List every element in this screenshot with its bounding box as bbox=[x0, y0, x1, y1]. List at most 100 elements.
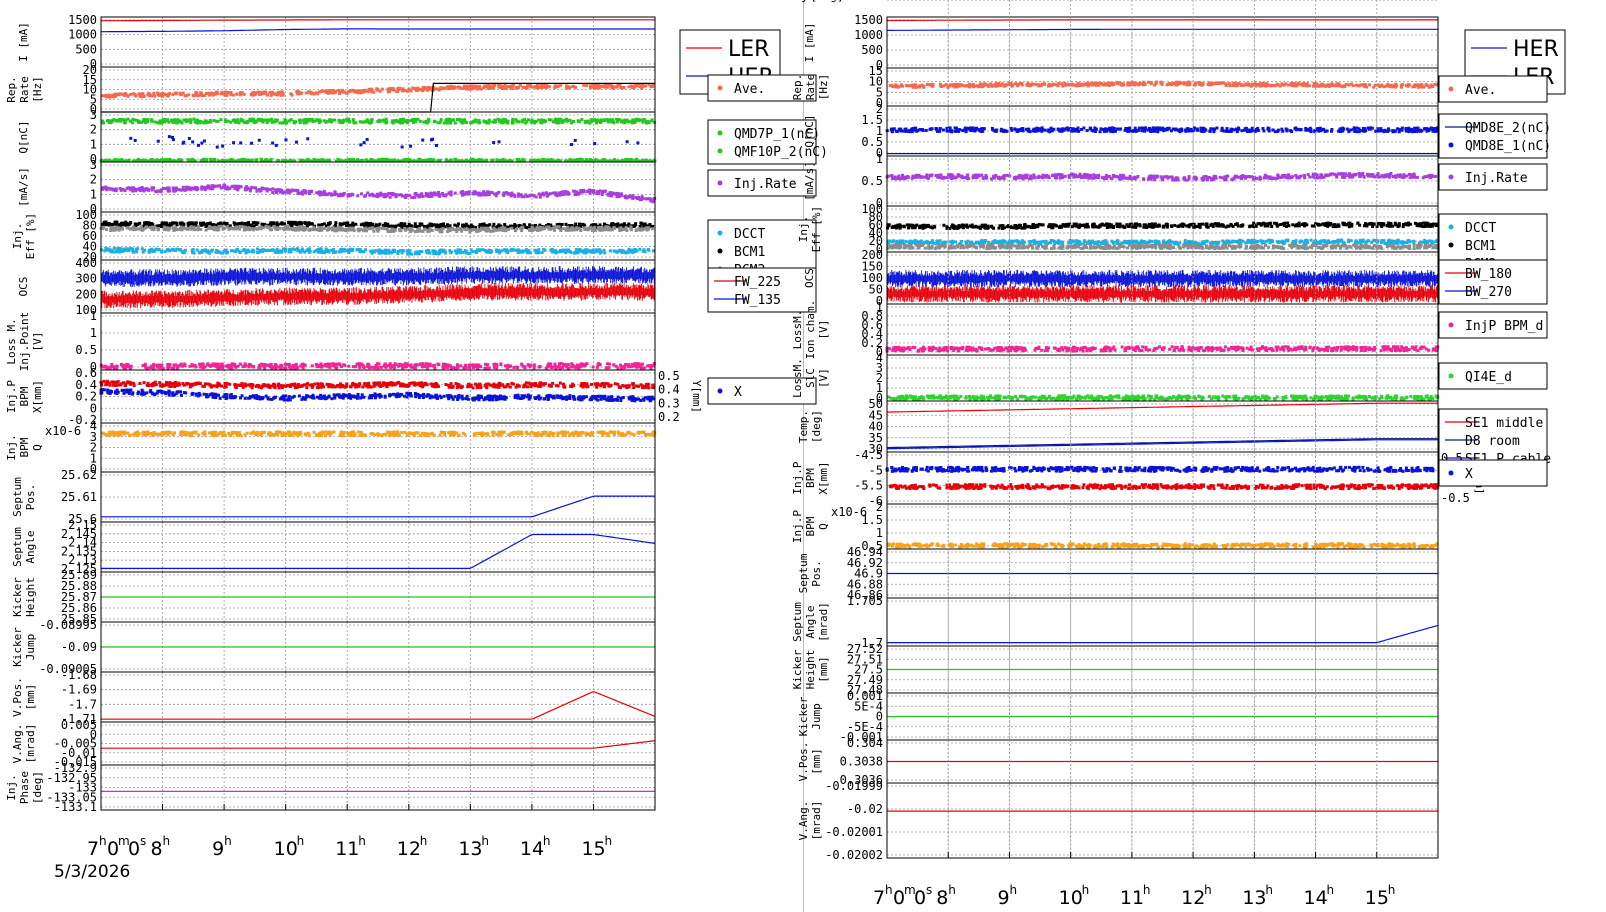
data-point bbox=[418, 193, 422, 197]
data-point bbox=[236, 226, 240, 230]
data-point bbox=[641, 85, 645, 89]
data-point bbox=[221, 185, 225, 189]
data-point bbox=[277, 250, 281, 254]
data-point bbox=[241, 118, 245, 122]
data-point bbox=[304, 119, 308, 123]
data-point bbox=[143, 222, 147, 226]
data-point bbox=[305, 249, 309, 253]
data-point bbox=[327, 192, 331, 196]
data-point bbox=[182, 250, 186, 254]
data-point bbox=[203, 121, 207, 125]
data-point bbox=[559, 190, 563, 194]
data-point bbox=[417, 159, 421, 163]
data-point bbox=[250, 158, 254, 162]
data-point bbox=[307, 192, 311, 196]
data-point bbox=[493, 192, 497, 196]
data-point bbox=[619, 249, 623, 253]
data-point bbox=[261, 159, 265, 163]
data-point bbox=[434, 227, 438, 231]
data-point bbox=[278, 190, 282, 194]
data-point bbox=[413, 117, 417, 121]
data-point bbox=[166, 186, 170, 190]
data-point bbox=[258, 92, 262, 96]
data-point bbox=[573, 138, 577, 142]
data-point bbox=[334, 250, 338, 254]
data-point bbox=[129, 186, 133, 190]
data-point bbox=[542, 85, 546, 89]
data-point bbox=[304, 221, 308, 225]
data-point bbox=[476, 86, 480, 90]
data-point bbox=[177, 158, 181, 162]
data-point bbox=[199, 91, 203, 95]
data-point bbox=[225, 251, 229, 255]
data-point bbox=[247, 227, 251, 231]
data-point bbox=[358, 120, 362, 124]
data-point bbox=[575, 190, 579, 194]
data-point bbox=[125, 186, 129, 190]
data-point bbox=[651, 159, 655, 163]
data-point bbox=[356, 91, 360, 95]
data-point bbox=[160, 93, 164, 97]
data-point bbox=[426, 192, 430, 196]
data-point bbox=[135, 118, 139, 122]
data-point bbox=[135, 158, 139, 162]
data-point bbox=[557, 159, 561, 163]
data-point bbox=[493, 83, 497, 87]
data-point bbox=[254, 159, 258, 163]
data-point bbox=[205, 158, 209, 162]
data-point bbox=[216, 250, 220, 254]
data-point bbox=[491, 120, 495, 124]
data-point bbox=[163, 221, 167, 225]
data-point bbox=[196, 94, 200, 98]
data-point bbox=[145, 225, 149, 229]
data-point bbox=[472, 86, 476, 90]
data-point bbox=[414, 119, 418, 123]
data-point bbox=[415, 159, 419, 163]
data-point bbox=[596, 118, 600, 122]
data-point bbox=[355, 159, 359, 163]
data-point bbox=[158, 119, 162, 123]
data-point bbox=[588, 191, 592, 195]
data-point bbox=[647, 227, 651, 231]
data-point bbox=[373, 159, 377, 163]
data-point bbox=[115, 92, 119, 96]
data-point bbox=[150, 188, 154, 192]
data-point bbox=[282, 222, 286, 226]
data-point bbox=[416, 88, 420, 92]
legend-swatch bbox=[717, 230, 723, 236]
data-point bbox=[425, 251, 429, 255]
y-axis-label: Rate bbox=[18, 76, 31, 103]
data-point bbox=[330, 193, 334, 197]
data-point bbox=[444, 118, 448, 122]
data-point bbox=[380, 87, 384, 91]
data-point bbox=[252, 228, 256, 232]
data-point bbox=[275, 247, 279, 251]
data-point bbox=[280, 93, 284, 97]
data-point bbox=[435, 192, 439, 196]
legend-label: QMF10P_2(nC) bbox=[734, 145, 828, 160]
data-point bbox=[542, 120, 546, 124]
y-axis-label: I [mA] bbox=[17, 22, 30, 62]
data-point bbox=[629, 84, 633, 88]
data-point bbox=[211, 187, 215, 191]
data-point bbox=[171, 121, 175, 125]
data-point bbox=[364, 158, 368, 162]
data-point bbox=[196, 143, 200, 147]
data-point bbox=[521, 157, 525, 161]
data-point bbox=[244, 186, 248, 190]
data-point bbox=[510, 193, 514, 197]
data-point bbox=[527, 83, 531, 87]
data-point bbox=[200, 185, 204, 189]
data-point bbox=[551, 120, 555, 124]
data-point bbox=[528, 228, 532, 232]
data-point bbox=[229, 90, 233, 94]
data-point bbox=[423, 159, 427, 163]
data-point bbox=[121, 187, 125, 191]
data-point bbox=[148, 93, 152, 97]
data-point bbox=[502, 193, 506, 197]
data-point bbox=[161, 187, 165, 191]
data-point bbox=[510, 86, 514, 90]
data-point bbox=[232, 221, 236, 225]
y-tick-label: 200 bbox=[75, 287, 97, 301]
